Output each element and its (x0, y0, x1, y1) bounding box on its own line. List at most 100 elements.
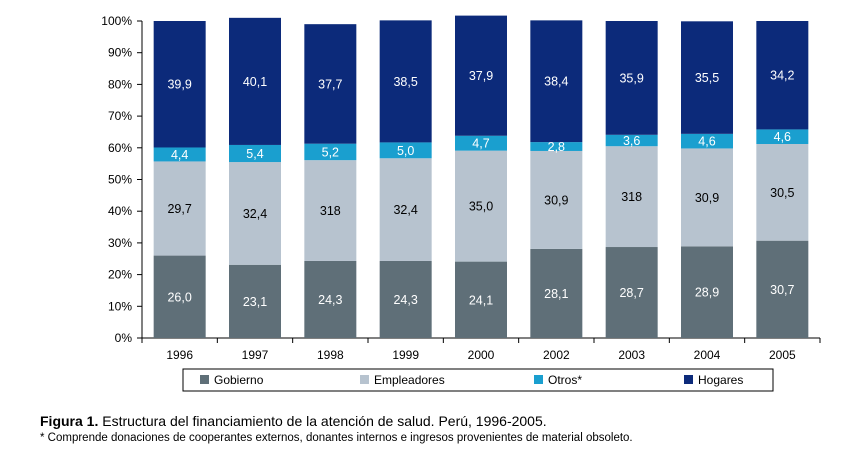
figure-note: * Comprende donaciones de cooperantes ex… (40, 432, 633, 444)
x-tick-label: 1996 (166, 348, 193, 362)
bar-segment-empleadores (681, 148, 733, 247)
y-tick-label: 10% (108, 299, 132, 313)
bar-segment-hogares (756, 21, 809, 130)
data-label: 318 (621, 190, 642, 204)
legend-swatch (360, 375, 369, 384)
data-label: 38,4 (544, 75, 568, 89)
legend-box (182, 368, 774, 392)
x-tick-label: 1999 (392, 348, 419, 362)
data-label: 32,4 (393, 203, 417, 217)
data-label: 30,7 (770, 283, 794, 297)
bar-segment-gobierno (455, 261, 507, 338)
legend-label: Gobierno (214, 373, 264, 387)
bar-segment-otros (455, 135, 507, 151)
data-label: 35,0 (469, 200, 493, 214)
data-label: 37,9 (469, 69, 493, 83)
bar-segment-empleadores (756, 143, 809, 241)
bar-segment-otros (229, 144, 281, 163)
y-tick-label: 60% (108, 141, 132, 155)
legend-swatch (684, 375, 693, 384)
data-label: 5,4 (246, 147, 263, 161)
bar-segment-empleadores (153, 161, 206, 256)
bar-segment-hogares (681, 21, 733, 134)
bar-segment-empleadores (455, 150, 507, 262)
bar-segment-empleadores (379, 158, 432, 261)
y-tick-label: 70% (108, 109, 132, 123)
data-label: 26,0 (167, 290, 191, 304)
legend-swatch (534, 375, 543, 384)
figure-caption: Figura 1. Estructura del financiamiento … (40, 413, 547, 429)
data-label: 28,9 (695, 286, 719, 300)
data-label: 24,3 (318, 293, 342, 307)
caption-label: Figura 1. (40, 413, 99, 429)
legend-label: Hogares (698, 373, 743, 387)
bar-segment-empleadores (304, 160, 357, 261)
bar-segment-gobierno (379, 260, 432, 338)
bar-segment-gobierno (153, 255, 206, 338)
x-tick-label: 2002 (543, 348, 570, 362)
legend-label: Otros* (548, 373, 582, 387)
data-label: 34,2 (770, 69, 794, 83)
bar-segment-otros (530, 142, 583, 151)
bar-segment-hogares (304, 24, 357, 144)
bar-segment-gobierno (304, 260, 357, 338)
bar-segment-otros (379, 142, 432, 159)
bar-segment-empleadores (530, 150, 583, 249)
y-tick-label: 30% (108, 236, 132, 250)
y-tick-label: 100% (101, 14, 132, 28)
data-label: 4,4 (171, 148, 188, 162)
data-label: 3,6 (623, 134, 640, 148)
data-label: 23,1 (243, 295, 267, 309)
data-label: 2,8 (548, 140, 565, 154)
bar-segment-hogares (605, 21, 658, 135)
y-tick-label: 50% (108, 173, 132, 187)
data-label: 30,9 (695, 191, 719, 205)
legend-swatch (200, 375, 209, 384)
data-label: 24,3 (393, 293, 417, 307)
data-label: 38,5 (393, 75, 417, 89)
caption-text: Estructura del financiamiento de la aten… (98, 413, 547, 429)
y-tick-label: 20% (108, 268, 132, 282)
bar-segment-gobierno (681, 246, 733, 338)
x-tick-label: 1998 (317, 348, 344, 362)
x-tick-label: 2003 (618, 348, 645, 362)
bar-segment-otros (304, 143, 357, 161)
data-label: 39,9 (167, 78, 191, 92)
bar-segment-hogares (229, 17, 281, 145)
y-tick-label: 40% (108, 204, 132, 218)
data-label: 24,1 (469, 293, 493, 307)
x-tick-label: 2000 (468, 348, 495, 362)
data-label: 32,4 (243, 207, 267, 221)
bar-segment-hogares (153, 21, 206, 148)
bar-segment-otros (605, 134, 658, 147)
data-label: 4,7 (472, 137, 489, 151)
bar-segment-otros (681, 133, 733, 149)
bar-segment-otros (756, 129, 809, 144)
legend-label: Empleadores (374, 373, 445, 387)
data-label: 30,9 (544, 193, 568, 207)
bar-segment-hogares (530, 20, 583, 143)
x-tick-label: 2005 (769, 348, 796, 362)
data-label: 4,6 (698, 135, 715, 149)
bar-segment-empleadores (605, 146, 658, 248)
x-tick-label: 2004 (694, 348, 721, 362)
data-label: 35,5 (695, 71, 719, 85)
y-tick-label: 90% (108, 46, 132, 60)
data-label: 40,1 (243, 75, 267, 89)
data-label: 318 (320, 204, 341, 218)
data-label: 35,9 (619, 71, 643, 85)
data-label: 37,7 (318, 77, 342, 91)
bar-segment-gobierno (756, 240, 809, 338)
data-label: 29,7 (167, 202, 191, 216)
data-label: 30,5 (770, 186, 794, 200)
data-label: 5,0 (397, 144, 414, 158)
x-tick-label: 1997 (242, 348, 269, 362)
data-label: 4,6 (774, 130, 791, 144)
y-tick-label: 80% (108, 77, 132, 91)
bar-segment-empleadores (229, 162, 281, 265)
data-label: 28,1 (544, 287, 568, 301)
stacked-bar-chart: 0% 10% 20% 30% 40% 50% 60% 70% 80% 90% 100% 1996 199… (101, 14, 821, 392)
bar-segment-gobierno (530, 248, 583, 338)
data-label: 28,7 (619, 286, 643, 300)
bar-segment-gobierno (229, 264, 281, 338)
